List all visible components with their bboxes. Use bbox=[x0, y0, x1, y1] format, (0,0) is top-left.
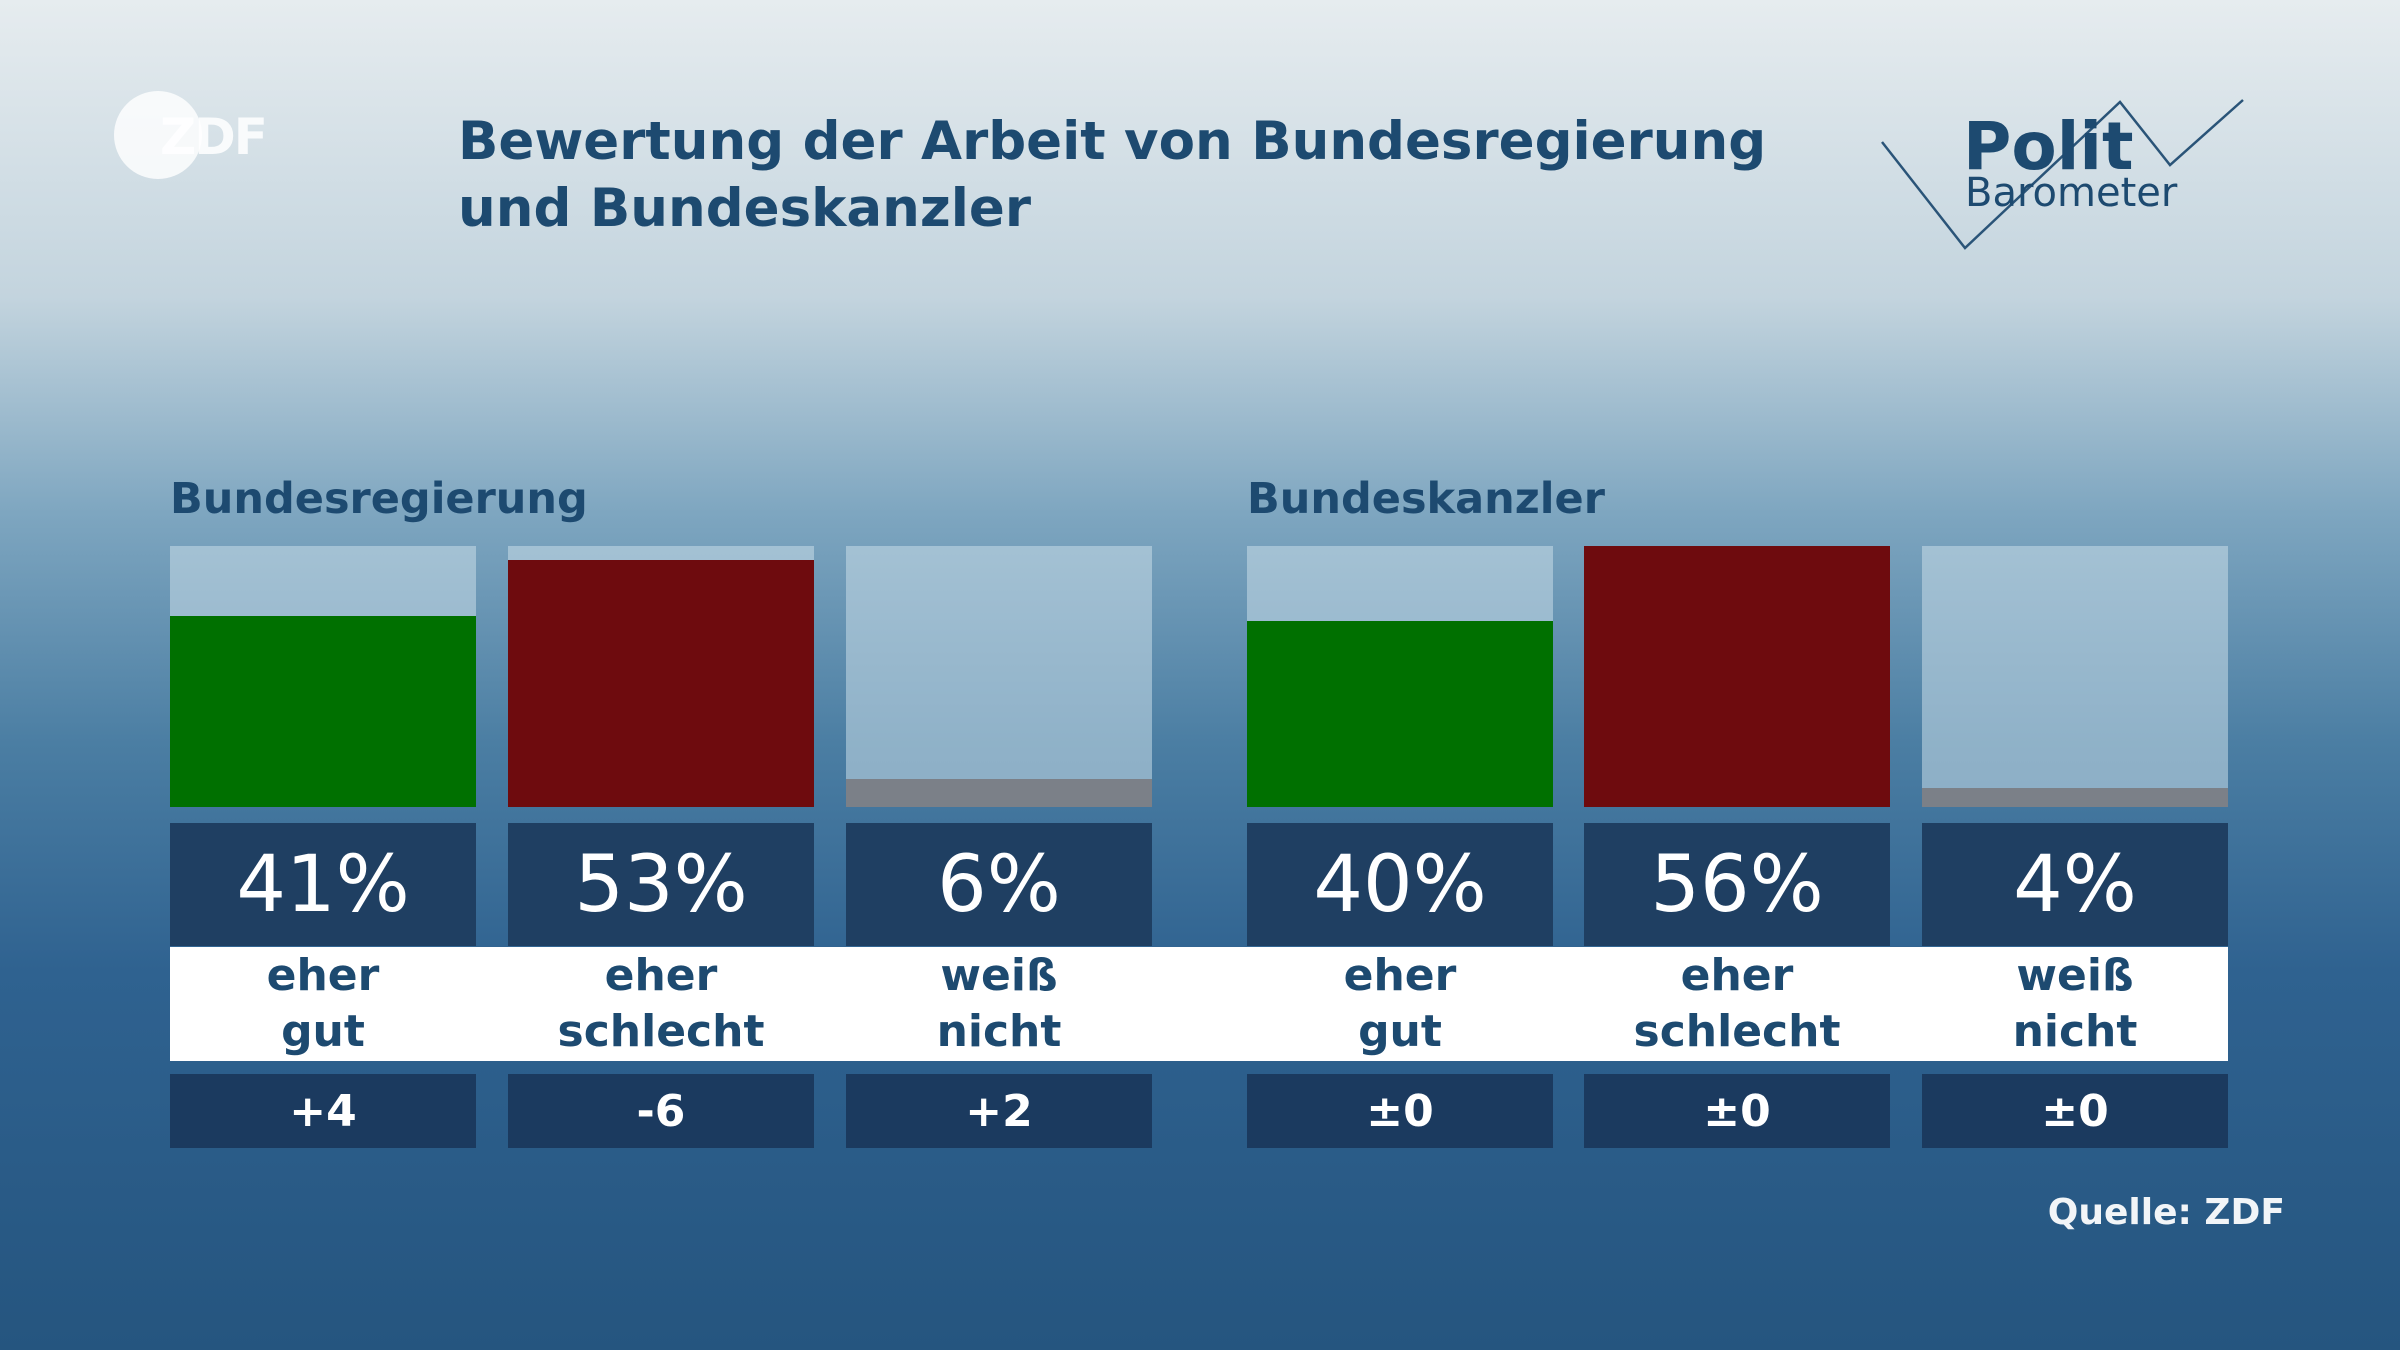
value-label: 56% bbox=[1584, 823, 1890, 946]
logo-circle bbox=[114, 91, 202, 179]
bar bbox=[846, 779, 1152, 807]
bar bbox=[1584, 546, 1890, 807]
bar bbox=[1247, 620, 1553, 807]
change-label: -6 bbox=[508, 1074, 814, 1148]
label-band bbox=[170, 947, 2228, 1061]
value-label: 53% bbox=[508, 823, 814, 946]
bar-track bbox=[508, 546, 814, 807]
category-label: eher gut bbox=[1343, 950, 1457, 1057]
bar-track bbox=[1922, 546, 2228, 807]
brand: Polit bbox=[1963, 108, 2134, 185]
value-label: 6% bbox=[846, 823, 1152, 946]
panel-title: Bundeskanzler bbox=[1247, 474, 1605, 524]
category-label: weiß nicht bbox=[2012, 950, 2138, 1057]
value-label: 40% bbox=[1247, 823, 1553, 946]
value-label: 4% bbox=[1922, 823, 2228, 946]
category-label: eher schlecht bbox=[557, 950, 765, 1057]
bar bbox=[1922, 788, 2228, 807]
change-label: ±0 bbox=[1584, 1074, 1890, 1148]
source: Quelle: ZDF bbox=[2047, 1192, 2285, 1233]
title: Bewertung der Arbeit von Bundesregierung… bbox=[458, 111, 1767, 239]
bar-track bbox=[170, 546, 476, 807]
change-label: +2 bbox=[846, 1074, 1152, 1148]
bar bbox=[508, 559, 814, 807]
change-label: ±0 bbox=[1247, 1074, 1553, 1148]
value-label: 41% bbox=[170, 823, 476, 946]
category-label: eher schlecht bbox=[1633, 950, 1841, 1057]
change-label: +4 bbox=[170, 1074, 476, 1148]
brand-line bbox=[1881, 99, 2244, 250]
bar-track bbox=[846, 546, 1152, 807]
bar-track bbox=[1584, 546, 1890, 807]
category-label: eher gut bbox=[266, 950, 380, 1057]
bar-track bbox=[1247, 546, 1553, 807]
bar bbox=[170, 615, 476, 807]
brand: Barometer bbox=[1965, 170, 2178, 216]
change-label: ±0 bbox=[1922, 1074, 2228, 1148]
logo: ZDF bbox=[160, 108, 268, 166]
panel-title: Bundesregierung bbox=[170, 474, 588, 524]
category-label: weiß nicht bbox=[936, 950, 1062, 1057]
decor bbox=[114, 91, 2244, 250]
